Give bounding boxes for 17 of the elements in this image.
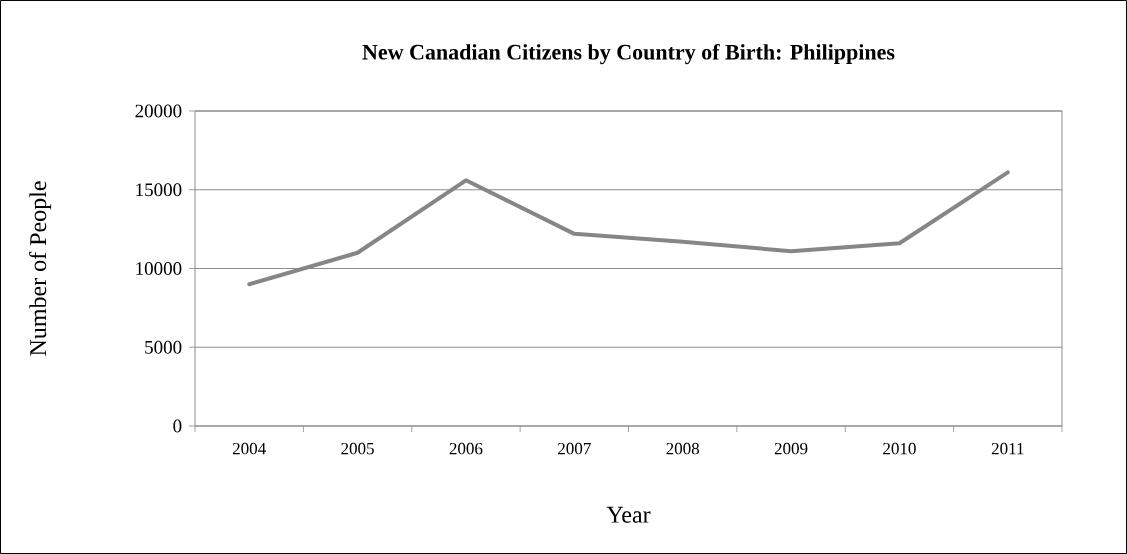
x-tick-label: 2009: [774, 442, 808, 455]
x-tick-label: 2005: [341, 442, 374, 455]
y-axis-title: Number of People: [29, 181, 52, 356]
y-tick-label: 10000: [136, 262, 182, 275]
y-tick-label: 5000: [145, 340, 182, 354]
y-tick-label: 0: [173, 419, 182, 433]
x-tick-label: 2006: [449, 442, 483, 455]
x-axis-title: Year: [606, 506, 651, 523]
x-tick-label: 2008: [666, 442, 700, 455]
y-tick-label: 15000: [136, 183, 182, 197]
chart-title: New Canadian Citizens by Country of Birth: Philippines: [362, 43, 895, 65]
x-tick-label: 2010: [883, 442, 916, 455]
x-tick-label: 2011: [991, 442, 1024, 455]
line-series: [247, 170, 1010, 287]
x-tick-label: 2004: [232, 442, 266, 455]
y-tick-label: 20000: [135, 104, 182, 118]
x-tick-label: 2007: [558, 442, 591, 455]
